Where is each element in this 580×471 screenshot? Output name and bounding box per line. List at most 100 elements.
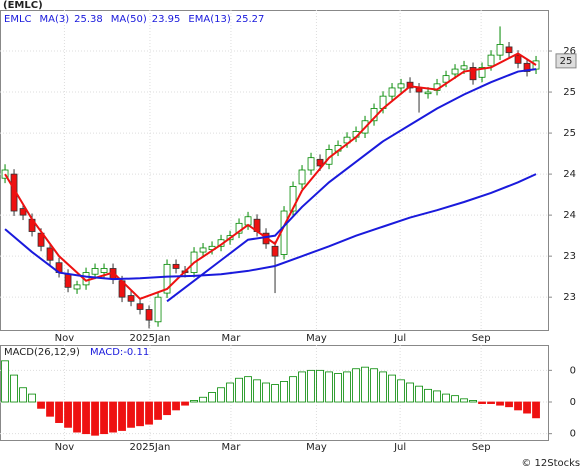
ma-line (4, 52, 537, 300)
legend-text: EMA(13) (188, 14, 230, 25)
candle-body (100, 268, 108, 273)
legend: MACD(26,12,9) MACD:-0.11 (4, 347, 149, 358)
y-tick-label: 0 (570, 429, 576, 440)
macd-bar (127, 401, 135, 428)
macd-bar (523, 401, 531, 414)
macd-bar (469, 400, 477, 403)
x-tick-label: Nov (55, 333, 75, 344)
macd-bar (244, 376, 252, 403)
macd-bar (406, 382, 414, 403)
legend: EMLC MA(3) 25.38 MA(50) 23.95 EMA(13) 25.27 (4, 14, 264, 25)
macd-bar (262, 382, 270, 403)
macd-bar (397, 379, 405, 403)
candle-body (244, 216, 252, 226)
x-tick-label: Mar (221, 333, 241, 344)
y-tick-label: 23 (563, 251, 576, 262)
candle-body (73, 284, 81, 290)
candle-body (127, 295, 135, 302)
macd-bar (163, 401, 171, 416)
candle-body (388, 87, 396, 97)
macd-bar (460, 398, 468, 403)
macd-bar (109, 401, 117, 433)
macd-bar (298, 371, 306, 403)
macd-bar (496, 401, 504, 406)
macd-bar (226, 382, 234, 403)
macd-bar (19, 387, 27, 403)
candle-body (478, 67, 486, 78)
candle-body (406, 81, 414, 89)
candle-body (316, 158, 324, 167)
macd-bar (370, 368, 378, 403)
candle-body (469, 67, 477, 81)
y-tick-label: 0 (570, 365, 576, 376)
candle-body (172, 263, 180, 269)
x-tick-label: 2025Jan (129, 333, 170, 344)
candle-body (442, 75, 450, 83)
candle-body (163, 263, 171, 294)
candle-body (532, 60, 540, 70)
candle-body (64, 273, 72, 288)
macd-bar (172, 401, 180, 411)
y-tick-label: 25 (563, 128, 576, 139)
macd-bar (487, 401, 495, 404)
macd-bar (289, 376, 297, 403)
macd-bar (1, 360, 9, 403)
legend-text: MACD: (90, 347, 123, 358)
candle-body (487, 54, 495, 67)
macd-bar (361, 366, 369, 403)
macd-bar (379, 371, 387, 403)
y-tick-label: 24 (563, 169, 576, 180)
macd-bar (136, 401, 144, 427)
macd-bar (100, 401, 108, 435)
macd-bar (280, 381, 288, 403)
legend-text: 25.38 (74, 14, 103, 25)
y-tick-label: 24 (563, 210, 576, 221)
y-tick-label: 25 (563, 87, 576, 98)
candle-body (307, 157, 315, 171)
candle-body (424, 91, 432, 95)
candle-body (298, 169, 306, 185)
macd-bar (388, 374, 396, 403)
macd-bar (190, 400, 198, 403)
macd-bar (46, 401, 54, 417)
candle-body (91, 268, 99, 275)
macd-bar (10, 374, 18, 403)
candle-body (46, 247, 54, 261)
y-tick-label: 26 (563, 46, 576, 57)
candle-body (136, 303, 144, 310)
macd-bar (424, 388, 432, 403)
legend-text: MACD(26,12,9) (4, 347, 80, 358)
x-tick-label: May (306, 442, 327, 453)
candle-body (505, 46, 513, 54)
price-frame (0, 10, 549, 331)
chart-title: (EMLC) (3, 0, 43, 11)
macd-bar (442, 393, 450, 403)
macd-bar (199, 396, 207, 403)
legend-text: 25.27 (236, 14, 265, 25)
macd-bar (118, 401, 126, 431)
candle-body (397, 83, 405, 89)
macd-bar (154, 401, 162, 420)
macd-bar (343, 371, 351, 403)
last-price-box (555, 53, 577, 69)
macd-bar (181, 401, 189, 406)
macd-bar (73, 401, 81, 433)
x-tick-label: Jul (393, 333, 406, 344)
macd-bar (55, 401, 63, 423)
legend-text: -0.11 (123, 347, 149, 358)
x-tick-label: Sep (472, 442, 491, 453)
macd-bar (325, 371, 333, 403)
macd-bar (316, 369, 324, 403)
macd-bar (514, 401, 522, 411)
macd-bar (334, 373, 342, 403)
legend-text: MA(50) (111, 14, 147, 25)
macd-bar (217, 387, 225, 403)
ma-line (4, 173, 537, 281)
macd-bar (82, 401, 90, 435)
macd-bar (352, 368, 360, 403)
x-tick-label: Nov (55, 442, 75, 453)
candle-body (145, 309, 153, 321)
candle-body (19, 208, 27, 216)
macd-bar (307, 369, 315, 403)
x-tick-label: May (306, 333, 327, 344)
